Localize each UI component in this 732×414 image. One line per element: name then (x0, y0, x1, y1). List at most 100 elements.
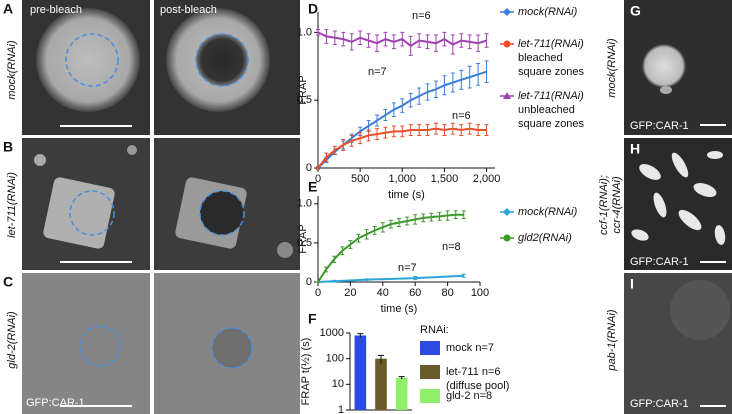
x-tick-label: 100 (471, 287, 489, 299)
y-axis-label: FRAP (297, 75, 309, 104)
y-tick-label: 0.5 (297, 237, 312, 249)
legend-label: mock(RNAi) (518, 206, 578, 218)
legend-label: gld-2 n=8 (446, 390, 492, 402)
bar (375, 358, 387, 410)
panel-i: I pab-1(RNAi) GFP:CAR-1 (606, 273, 732, 414)
y-tick-label: 10 (332, 378, 344, 390)
x-tick-label: 80 (441, 287, 453, 299)
blob (43, 177, 115, 249)
legend-label: mock n=7 (446, 342, 494, 354)
stain-label: GFP:CAR-1 (26, 397, 85, 409)
column-label: pre-bleach (30, 4, 82, 16)
panel-g: G mock(RNAi) GFP:CAR-1 (606, 0, 732, 135)
legend-note: (diffuse pool) (446, 380, 509, 392)
granule (631, 229, 649, 241)
granule (693, 183, 717, 197)
panel-c: C gld-2(RNAi) GFP:CAR-1 (3, 273, 300, 414)
row-label: mock(RNAi) (606, 38, 618, 98)
granule (714, 225, 726, 245)
legend-marker (503, 40, 511, 48)
legend-note: unbleached (518, 104, 575, 116)
stain-label: GFP:CAR-1 (630, 256, 689, 268)
panel-letter: B (3, 139, 13, 155)
legend-marker (503, 8, 511, 16)
x-tick-label: 500 (351, 173, 369, 185)
n-label: n=7 (368, 66, 387, 78)
legend-swatch (420, 389, 440, 403)
bleach-zone (69, 190, 115, 236)
series-line (317, 213, 464, 283)
image (22, 273, 150, 414)
x-axis-label: time (s) (381, 303, 418, 315)
bleach-zone (199, 190, 245, 236)
blob (36, 8, 140, 112)
granule (707, 151, 723, 159)
row-label: gld-2(RNAi) (6, 311, 18, 369)
blob (670, 280, 730, 340)
legend-label: gld2(RNAi) (518, 232, 572, 244)
series-line (317, 31, 487, 48)
legend-label: mock(RNAi) (518, 6, 578, 18)
granule (671, 152, 689, 178)
legend-note: bleached (518, 52, 563, 64)
bar (395, 377, 408, 410)
row-label: let-711(RNAi) (6, 172, 18, 238)
x-tick-label: 0 (315, 173, 321, 185)
row-label: mock(RNAi) (6, 40, 18, 100)
legend-label: let-711(RNAi) (518, 38, 584, 50)
panel-letter: A (3, 1, 13, 17)
granule (34, 154, 46, 166)
y-tick-label: 100 (326, 353, 344, 365)
bleach-zone (211, 327, 253, 369)
panel-h: H ccf-1(RNAi); ccr-4(RNAi) GFP:CAR-1 (598, 138, 732, 270)
granule (678, 209, 702, 231)
panel-letter: D (308, 1, 318, 17)
x-axis-label: time (s) (388, 189, 425, 201)
legend-label: let-711 n=6 (446, 366, 501, 378)
legend-marker (503, 208, 511, 216)
row-label: pab-1(RNAi) (606, 309, 618, 371)
y-tick-label: 0 (306, 276, 312, 288)
legend-label: let-711(RNAi) (518, 90, 584, 102)
series-line (317, 274, 464, 283)
x-tick-label: 20 (344, 287, 356, 299)
granule (660, 86, 672, 94)
n-label: n=8 (442, 241, 461, 253)
granule (639, 164, 661, 180)
y-tick-label: 1.0 (297, 198, 312, 210)
row-label: ccr-4(RNAi) (611, 176, 623, 234)
n-label: n=6 (412, 10, 431, 22)
bleach-zone (195, 33, 249, 87)
column-label: post-bleach (160, 4, 217, 16)
panel-letter: I (630, 276, 634, 292)
y-tick-label: 0 (306, 162, 312, 174)
panel-letter: C (3, 274, 13, 290)
y-tick-label: 1 (338, 404, 344, 414)
legend-marker (503, 92, 511, 99)
error-bar (357, 333, 364, 338)
legend-marker (503, 234, 511, 242)
granule (127, 145, 137, 155)
panel-letter: F (308, 311, 317, 327)
stain-label: GFP:CAR-1 (630, 398, 689, 410)
legend-swatch (420, 341, 440, 355)
row-label: ccf-1(RNAi); (598, 175, 610, 235)
bar (354, 335, 367, 410)
panel-b: B let-711(RNAi) (3, 138, 300, 270)
y-axis-label: FRAP t(½) (s) (300, 338, 312, 406)
panel-a: A pre-bleach post-bleach mock(RNAi) (3, 0, 300, 135)
y-tick-label: 1000 (320, 327, 344, 339)
panel-letter: G (630, 3, 641, 19)
granule (277, 242, 293, 258)
error-bar (378, 354, 384, 364)
stain-label: GFP:CAR-1 (630, 120, 689, 132)
y-tick-label: 1.0 (297, 26, 312, 38)
legend-note: square zones (518, 118, 585, 130)
x-tick-label: 1,500 (431, 173, 459, 185)
x-tick-label: 40 (377, 287, 389, 299)
panel-letter: H (630, 141, 640, 157)
x-tick-label: 60 (409, 287, 421, 299)
legend-title: RNAi: (420, 324, 449, 336)
x-tick-label: 2,000 (473, 173, 501, 185)
